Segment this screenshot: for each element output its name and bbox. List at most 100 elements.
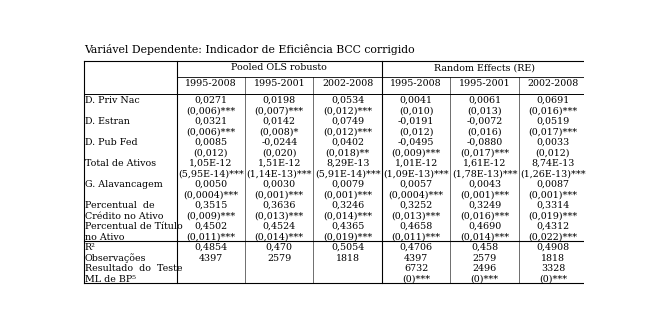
Text: (0,001)***: (0,001)*** <box>528 191 578 200</box>
Text: 0,0321: 0,0321 <box>194 117 227 126</box>
Text: 0,0057: 0,0057 <box>400 180 433 189</box>
Text: 0,0749: 0,0749 <box>331 117 364 126</box>
Text: 1,01E-12: 1,01E-12 <box>395 159 437 168</box>
Text: (0,012)***: (0,012)*** <box>323 107 373 116</box>
Text: (0,014)***: (0,014)*** <box>323 212 373 221</box>
Text: (0,019)***: (0,019)*** <box>323 233 373 242</box>
Text: (0,009)***: (0,009)*** <box>186 212 236 221</box>
Text: 0,3249: 0,3249 <box>468 201 501 210</box>
Text: Observações: Observações <box>84 254 146 264</box>
Text: (0,0004)***: (0,0004)*** <box>389 191 444 200</box>
Text: (0,012)***: (0,012)*** <box>323 128 373 137</box>
Text: (0,001)***: (0,001)*** <box>460 191 509 200</box>
Text: 0,0534: 0,0534 <box>331 96 364 105</box>
Text: (0,011)***: (0,011)*** <box>186 233 236 242</box>
Text: 0,4908: 0,4908 <box>536 243 569 252</box>
Text: Pooled OLS robusto: Pooled OLS robusto <box>231 63 327 72</box>
Text: (0,011)***: (0,011)*** <box>391 233 441 242</box>
Text: Percentual  de: Percentual de <box>84 201 154 210</box>
Text: (0,016)***: (0,016)*** <box>528 107 578 116</box>
Text: (0,014)***: (0,014)*** <box>460 233 509 242</box>
Text: 1995-2001: 1995-2001 <box>254 79 305 89</box>
Text: 2579: 2579 <box>267 254 291 263</box>
Text: (1,26E-13)***: (1,26E-13)*** <box>520 170 586 179</box>
Text: (0,001)***: (0,001)*** <box>323 191 373 200</box>
Text: 0,0061: 0,0061 <box>468 96 501 105</box>
Text: 0,0043: 0,0043 <box>468 180 501 189</box>
Text: (0,007)***: (0,007)*** <box>255 107 304 116</box>
Text: 0,4854: 0,4854 <box>194 243 227 252</box>
Text: (1,78E-13)***: (1,78E-13)*** <box>452 170 517 179</box>
Text: 0,0402: 0,0402 <box>331 138 364 147</box>
Text: no Ativo: no Ativo <box>84 233 124 242</box>
Text: (0)***: (0)*** <box>471 275 498 284</box>
Text: 1,05E-12: 1,05E-12 <box>190 159 232 168</box>
Text: (0,0004)***: (0,0004)*** <box>183 191 238 200</box>
Text: 0,0033: 0,0033 <box>536 138 570 147</box>
Text: (0,009)***: (0,009)*** <box>391 149 441 158</box>
Text: -0,0191: -0,0191 <box>398 117 434 126</box>
Text: 3328: 3328 <box>541 264 565 273</box>
Text: (0,018)**: (0,018)** <box>326 149 370 158</box>
Text: 0,3246: 0,3246 <box>331 201 364 210</box>
Text: 0,4690: 0,4690 <box>468 222 501 231</box>
Text: 0,4312: 0,4312 <box>536 222 569 231</box>
Text: (0,014)***: (0,014)*** <box>255 233 304 242</box>
Text: (0,008)*: (0,008)* <box>260 128 299 137</box>
Text: -0,0880: -0,0880 <box>467 138 502 147</box>
Text: Total de Ativos: Total de Ativos <box>84 159 156 168</box>
Text: 0,3252: 0,3252 <box>400 201 433 210</box>
Text: 0,0142: 0,0142 <box>263 117 296 126</box>
Text: G. Alavancagem: G. Alavancagem <box>84 180 162 189</box>
Text: (1,09E-13)***: (1,09E-13)*** <box>384 170 449 179</box>
Text: 8,74E-13: 8,74E-13 <box>532 159 574 168</box>
Text: 2579: 2579 <box>472 254 496 263</box>
Text: Crédito no Ativo: Crédito no Ativo <box>84 212 163 221</box>
Text: 0,0087: 0,0087 <box>537 180 569 189</box>
Text: (0,016)***: (0,016)*** <box>460 212 509 221</box>
Text: 0,0079: 0,0079 <box>331 180 364 189</box>
Text: Resultado  do  Teste: Resultado do Teste <box>84 264 182 273</box>
Text: 0,4502: 0,4502 <box>194 222 227 231</box>
Text: 4397: 4397 <box>404 254 428 263</box>
Text: 0,3636: 0,3636 <box>263 201 296 210</box>
Text: 1995-2001: 1995-2001 <box>459 79 510 89</box>
Text: 4397: 4397 <box>199 254 223 263</box>
Text: D. Pub Fed: D. Pub Fed <box>84 138 138 147</box>
Text: 0,458: 0,458 <box>471 243 498 252</box>
Text: (5,91E-14)***: (5,91E-14)*** <box>315 170 380 179</box>
Text: 8,29E-13: 8,29E-13 <box>326 159 369 168</box>
Text: -0,0495: -0,0495 <box>398 138 434 147</box>
Text: 0,0050: 0,0050 <box>194 180 227 189</box>
Text: ML de BP⁵: ML de BP⁵ <box>84 275 136 284</box>
Text: (0,019)***: (0,019)*** <box>528 212 578 221</box>
Text: 2496: 2496 <box>472 264 496 273</box>
Text: (0,012): (0,012) <box>399 128 434 137</box>
Text: 1,61E-12: 1,61E-12 <box>463 159 506 168</box>
Text: 0,4706: 0,4706 <box>400 243 433 252</box>
Text: D. Priv Nac: D. Priv Nac <box>84 96 140 105</box>
Text: 0,4365: 0,4365 <box>331 222 364 231</box>
Text: 0,3314: 0,3314 <box>536 201 570 210</box>
Text: (0,013)***: (0,013)*** <box>254 212 304 221</box>
Text: (0,020): (0,020) <box>262 149 297 158</box>
Text: (0,012): (0,012) <box>535 149 570 158</box>
Text: Random Effects (RE): Random Effects (RE) <box>434 63 535 72</box>
Text: 1,51E-12: 1,51E-12 <box>258 159 301 168</box>
Text: (0,022)***: (0,022)*** <box>528 233 578 242</box>
Text: (0,017)***: (0,017)*** <box>528 128 578 137</box>
Text: 1818: 1818 <box>541 254 565 263</box>
Text: -0,0244: -0,0244 <box>261 138 297 147</box>
Text: 0,3515: 0,3515 <box>194 201 228 210</box>
Text: (0,012): (0,012) <box>193 149 228 158</box>
Text: 0,0198: 0,0198 <box>263 96 296 105</box>
Text: (0,013): (0,013) <box>467 107 502 116</box>
Text: (0,001)***: (0,001)*** <box>255 191 304 200</box>
Text: (1,14E-13)***: (1,14E-13)*** <box>247 170 312 179</box>
Text: 0,5054: 0,5054 <box>331 243 364 252</box>
Text: 0,4658: 0,4658 <box>400 222 433 231</box>
Text: 0,470: 0,470 <box>266 243 293 252</box>
Text: 1818: 1818 <box>336 254 360 263</box>
Text: (5,95E-14)***: (5,95E-14)*** <box>178 170 244 179</box>
Text: Variável Dependente: Indicador de Eficiência BCC corrigido: Variável Dependente: Indicador de Eficiê… <box>84 44 414 55</box>
